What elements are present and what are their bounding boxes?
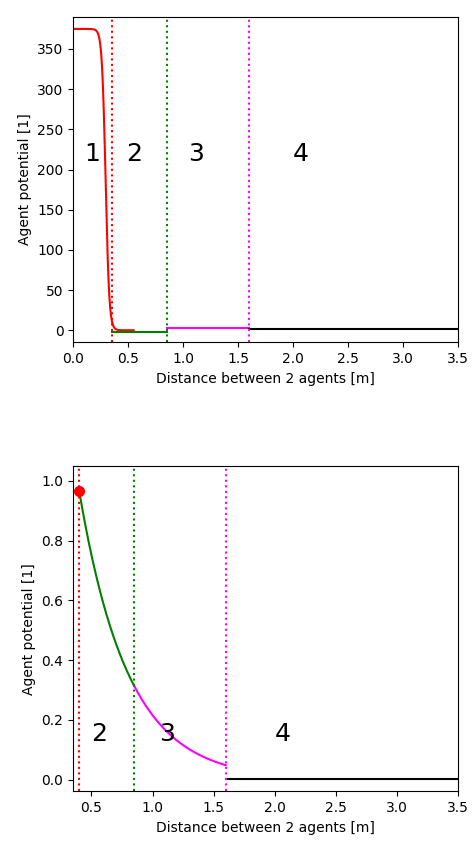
Text: 3: 3 — [159, 722, 175, 746]
Y-axis label: Agent potential [1]: Agent potential [1] — [17, 114, 32, 246]
Text: 2: 2 — [126, 142, 142, 167]
Text: 2: 2 — [92, 722, 108, 746]
X-axis label: Distance between 2 agents [m]: Distance between 2 agents [m] — [156, 821, 375, 834]
X-axis label: Distance between 2 agents [m]: Distance between 2 agents [m] — [156, 371, 375, 386]
Y-axis label: Agent potential [1]: Agent potential [1] — [22, 562, 36, 695]
Text: 4: 4 — [293, 142, 309, 167]
Text: 3: 3 — [188, 142, 204, 167]
Text: 4: 4 — [275, 722, 291, 746]
Text: 1: 1 — [84, 142, 100, 167]
